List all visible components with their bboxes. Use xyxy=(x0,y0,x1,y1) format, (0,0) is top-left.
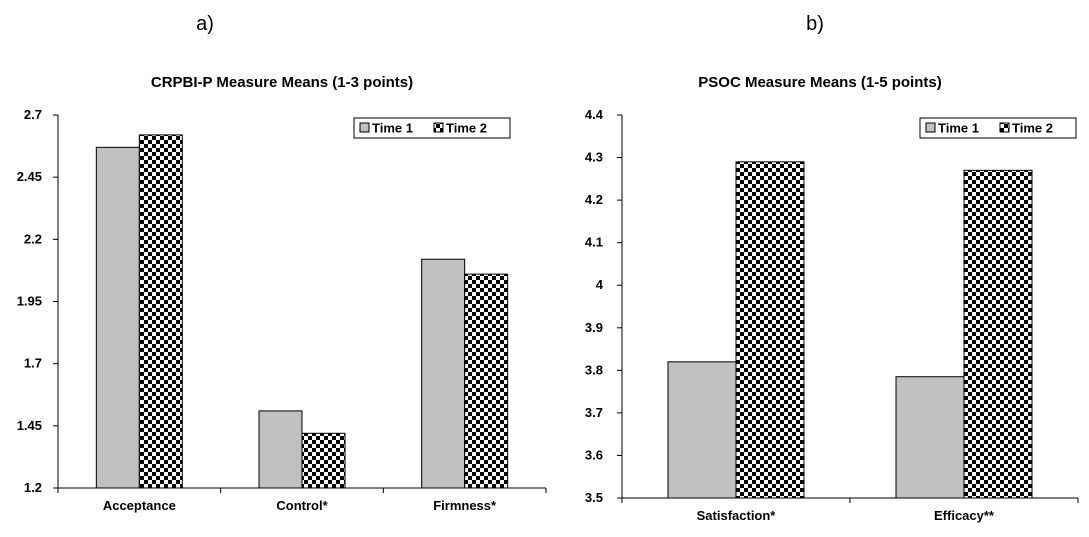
chart-a: 1.2 1.45 1.7 1.95 2.2 2.45 2.7 Acceptance Contro… xyxy=(17,107,547,513)
legend-label: Time 2 xyxy=(446,121,487,136)
y-tick-label: 3.7 xyxy=(585,405,603,420)
panel-label-b: b) xyxy=(806,13,824,35)
legend-a xyxy=(353,117,511,139)
legend-label: Time 1 xyxy=(938,121,979,136)
legend-swatch xyxy=(925,122,936,133)
chart-title-a: CRPBI-P Measure Means (1-3 points) xyxy=(151,74,413,91)
legend-label: Time 1 xyxy=(372,121,413,136)
bar-time1-efficacy xyxy=(895,376,965,499)
x-category-label: Control* xyxy=(276,498,328,513)
y-tick-label: 1.45 xyxy=(17,418,42,433)
bar-time1-satisfaction xyxy=(667,361,737,499)
y-tick-label: 3.6 xyxy=(585,447,603,462)
y-tick-label: 1.95 xyxy=(17,294,42,309)
y-tick-label: 1.7 xyxy=(24,356,42,371)
x-category-label: Firmness* xyxy=(433,498,497,513)
y-tick-label: 1.2 xyxy=(24,480,42,495)
y-tick-label: 2.2 xyxy=(24,231,42,246)
legend-swatch xyxy=(433,122,444,133)
y-tick-label: 4.1 xyxy=(585,235,603,250)
bar-time1-acceptance xyxy=(95,146,140,489)
y-tick-label: 4.4 xyxy=(585,107,604,122)
legend-swatch xyxy=(359,122,370,133)
y-tick-label: 4.2 xyxy=(585,192,603,207)
y-tick-label: 4 xyxy=(596,277,604,292)
panel-label-a: a) xyxy=(196,13,214,35)
y-tick-label: 2.45 xyxy=(17,169,42,184)
bar-time2-satisfaction xyxy=(735,161,805,499)
bar-time2-control xyxy=(301,432,346,489)
y-tick-label: 3.9 xyxy=(585,320,603,335)
bar-time2-acceptance xyxy=(138,134,183,489)
legend-swatch xyxy=(999,122,1010,133)
bar-time2-efficacy xyxy=(963,169,1033,499)
x-category-label: Efficacy** xyxy=(934,508,995,523)
bar-time1-firmness xyxy=(421,258,466,489)
legend-b xyxy=(919,117,1077,139)
legend-label: Time 2 xyxy=(1012,121,1053,136)
bar-time2-firmness xyxy=(464,273,509,489)
y-tick-label: 2.7 xyxy=(24,107,42,122)
y-tick-label: 3.8 xyxy=(585,362,603,377)
bar-time1-control xyxy=(258,410,303,489)
chart-title-b: PSOC Measure Means (1-5 points) xyxy=(698,74,941,91)
y-tick-label: 3.5 xyxy=(585,490,603,505)
chart-b: 3.5 3.6 3.7 3.8 3.9 4 4.1 4.2 4.3 4.4 Satisfaction… xyxy=(585,107,1079,523)
x-category-label: Acceptance xyxy=(103,498,176,513)
x-category-label: Satisfaction* xyxy=(697,508,777,523)
y-tick-label: 4.3 xyxy=(585,150,603,165)
